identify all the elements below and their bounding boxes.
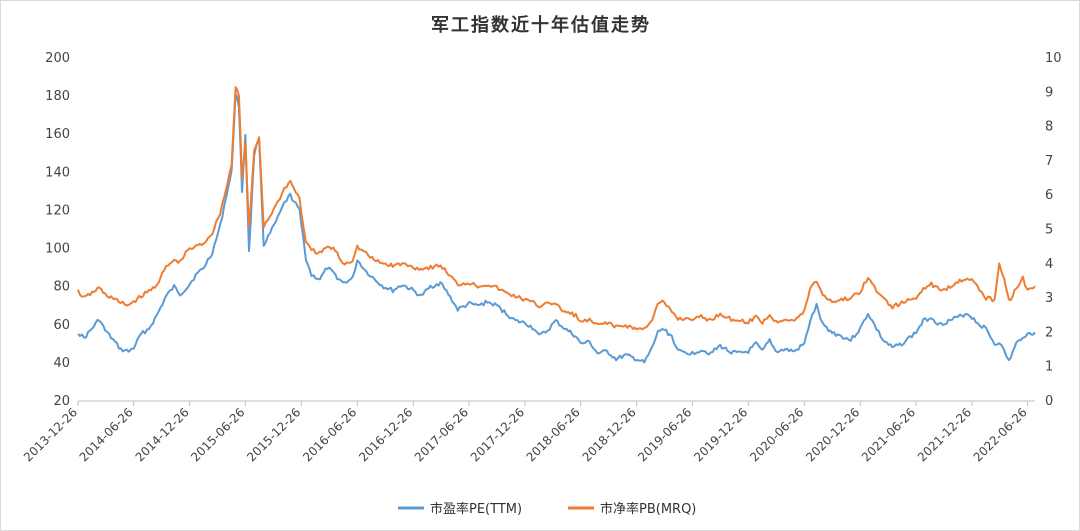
x-tick-label: 2013-12-26	[21, 405, 80, 464]
x-tick-label: 2014-06-26	[77, 405, 136, 464]
x-tick-label: 2019-12-26	[691, 405, 750, 464]
legend-label: 市盈率PE(TTM)	[430, 501, 522, 517]
x-tick-label: 2014-12-26	[133, 405, 192, 464]
y-right-tick-label: 0	[1045, 394, 1053, 409]
y-left-tick-label: 20	[53, 394, 70, 409]
x-tick-label: 2018-12-26	[580, 405, 639, 464]
y-left-tick-label: 60	[53, 318, 70, 333]
x-tick-label: 2015-06-26	[188, 405, 247, 464]
y-right-tick-label: 6	[1045, 188, 1053, 203]
x-tick-label: 2017-12-26	[468, 405, 527, 464]
y-left-tick-label: 40	[53, 356, 70, 371]
x-tick-label: 2022-06-26	[971, 405, 1030, 464]
series-line	[77, 92, 1036, 364]
series-line	[77, 86, 1036, 331]
y-right-tick-label: 1	[1045, 360, 1053, 375]
y-left-tick-label: 120	[45, 203, 70, 218]
x-tick-label: 2021-12-26	[915, 405, 974, 464]
x-tick-label: 2020-12-26	[803, 405, 862, 464]
x-tick-label: 2020-06-26	[747, 405, 806, 464]
y-right-tick-label: 4	[1045, 257, 1053, 272]
y-right-tick-label: 9	[1045, 85, 1053, 100]
x-tick-label: 2019-06-26	[635, 405, 694, 464]
x-tick-label: 2021-06-26	[859, 405, 918, 464]
y-left-tick-label: 160	[45, 127, 70, 142]
y-left-tick-label: 140	[45, 165, 70, 180]
x-tick-label: 2016-06-26	[300, 405, 359, 464]
y-right-tick-label: 8	[1045, 120, 1053, 135]
x-tick-label: 2015-12-26	[244, 405, 303, 464]
y-right-tick-label: 10	[1045, 51, 1062, 66]
y-right-tick-label: 3	[1045, 291, 1053, 306]
y-right-tick-label: 2	[1045, 325, 1053, 340]
legend-label: 市净率PB(MRQ)	[600, 501, 696, 517]
y-right-tick-label: 7	[1045, 154, 1053, 169]
y-left-tick-label: 80	[53, 280, 70, 295]
x-tick-label: 2017-06-26	[412, 405, 471, 464]
y-left-tick-label: 180	[45, 89, 70, 104]
x-tick-label: 2016-12-26	[356, 405, 415, 464]
y-right-tick-label: 5	[1045, 223, 1053, 238]
x-tick-label: 2018-06-26	[524, 405, 583, 464]
y-left-tick-label: 100	[45, 242, 70, 257]
y-left-tick-label: 200	[45, 51, 70, 66]
chart-title: 军工指数近十年估值走势	[431, 15, 651, 36]
